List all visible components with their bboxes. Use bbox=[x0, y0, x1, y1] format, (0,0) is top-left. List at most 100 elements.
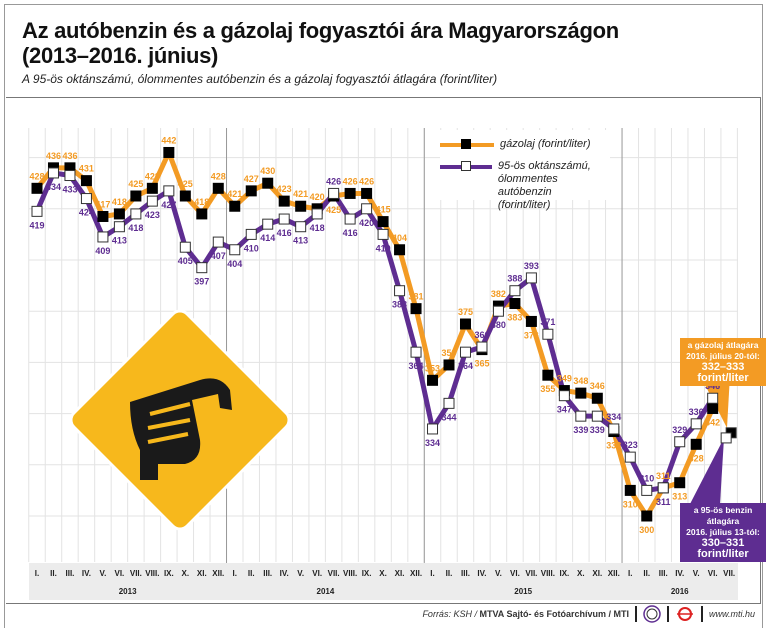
data-label-diesel: 425 bbox=[178, 179, 193, 189]
data-point-petrol bbox=[179, 241, 191, 253]
data-point-petrol bbox=[558, 390, 570, 402]
data-point-diesel bbox=[361, 187, 373, 199]
data-point-diesel bbox=[377, 216, 389, 228]
data-label-diesel: 300 bbox=[639, 525, 654, 535]
data-label-petrol: 366 bbox=[474, 330, 489, 340]
callout-diesel-line3: 332–333 forint/liter bbox=[697, 361, 749, 384]
data-point-diesel bbox=[525, 315, 537, 327]
data-point-petrol bbox=[394, 285, 406, 297]
x-tick-label: IX. bbox=[559, 569, 569, 578]
x-tick-label: VI. bbox=[312, 569, 322, 578]
data-point-petrol bbox=[212, 236, 224, 248]
x-tick-label: II. bbox=[50, 569, 57, 578]
data-point-petrol bbox=[674, 436, 686, 448]
data-label-petrol: 323 bbox=[623, 440, 638, 450]
data-label-diesel: 310 bbox=[623, 499, 638, 509]
footer: Forrás: KSH / MTVA Sajtó- és Fotóarchívu… bbox=[422, 605, 755, 623]
x-tick-label: V. bbox=[297, 569, 304, 578]
data-point-petrol bbox=[163, 185, 175, 197]
data-point-petrol bbox=[707, 392, 719, 404]
estimate-point-petrol bbox=[720, 432, 732, 444]
data-label-diesel: 420 bbox=[310, 192, 325, 202]
x-tick-label: IV. bbox=[280, 569, 289, 578]
data-point-diesel bbox=[80, 175, 92, 187]
x-tick-label: V. bbox=[495, 569, 502, 578]
data-label-petrol: 407 bbox=[211, 251, 226, 261]
data-label-diesel: 342 bbox=[705, 417, 720, 427]
x-tick-label: I. bbox=[35, 569, 39, 578]
x-tick-label: X. bbox=[577, 569, 585, 578]
data-point-petrol bbox=[278, 213, 290, 225]
data-point-petrol bbox=[229, 244, 241, 256]
data-point-petrol bbox=[130, 208, 142, 220]
x-year-label: 2013 bbox=[119, 587, 137, 596]
x-tick-label: III. bbox=[66, 569, 75, 578]
legend-swatch-diesel bbox=[440, 139, 494, 149]
data-point-petrol bbox=[509, 285, 521, 297]
legend-label-diesel: gázolaj (forint/liter) bbox=[500, 138, 591, 150]
callout-petrol-pointer bbox=[690, 438, 724, 504]
data-label-diesel: 418 bbox=[112, 197, 127, 207]
data-point-petrol bbox=[525, 272, 537, 284]
data-label-diesel: 382 bbox=[491, 289, 506, 299]
data-label-diesel: 365 bbox=[474, 359, 489, 369]
data-point-petrol bbox=[47, 167, 59, 179]
data-label-petrol: 329 bbox=[672, 425, 687, 435]
data-point-petrol bbox=[328, 187, 340, 199]
frame bbox=[4, 4, 763, 628]
data-label-petrol: 420 bbox=[359, 218, 374, 228]
data-point-petrol bbox=[146, 195, 158, 207]
data-label-petrol: 434 bbox=[46, 182, 61, 192]
hand-nozzle bbox=[130, 378, 232, 480]
data-label-diesel: 404 bbox=[392, 233, 407, 243]
website-link[interactable]: www.mti.hu bbox=[708, 609, 755, 619]
legend-label-petrol-1: 95-ös oktánszámú, bbox=[497, 160, 591, 172]
data-point-diesel bbox=[179, 190, 191, 202]
x-tick-label: X. bbox=[379, 569, 387, 578]
fuel-nozzle-icon bbox=[69, 309, 291, 531]
data-label-diesel: 328 bbox=[689, 453, 704, 463]
legend-label-petrol-2: ólommentes autóbenzin bbox=[497, 173, 558, 198]
x-year-label: 2016 bbox=[671, 587, 689, 596]
x-tick-label: XI. bbox=[395, 569, 405, 578]
x-axis-band bbox=[29, 563, 738, 600]
legend-item-diesel: gázolaj (forint/liter) bbox=[440, 138, 590, 151]
data-point-petrol bbox=[196, 262, 208, 274]
data-label-diesel: 436 bbox=[62, 151, 77, 161]
data-point-petrol bbox=[641, 484, 653, 496]
data-point-petrol bbox=[113, 221, 125, 233]
callout-petrol-line3: 330–331 forint/liter bbox=[697, 537, 749, 560]
data-point-petrol bbox=[443, 397, 455, 409]
data-point-diesel bbox=[146, 182, 158, 194]
source-bold: MTVA Sajtó- és Fotóarchívum / MTI bbox=[479, 609, 629, 619]
data-label-diesel: 376 bbox=[524, 330, 539, 340]
x-tick-label: II. bbox=[446, 569, 453, 578]
data-point-petrol bbox=[245, 228, 257, 240]
data-label-petrol: 405 bbox=[178, 256, 193, 266]
title-line-1: Az autóbenzin és a gázolaj fogyasztói ár… bbox=[22, 18, 619, 43]
callout-diesel-july: a gázolaj átlagára 2016. július 20-tól: … bbox=[680, 338, 766, 386]
data-label-diesel: 418 bbox=[194, 197, 209, 207]
x-tick-label: VIII. bbox=[343, 569, 357, 578]
data-point-petrol bbox=[476, 341, 488, 353]
data-label-petrol: 393 bbox=[524, 261, 539, 271]
data-label-petrol: 397 bbox=[194, 277, 209, 287]
data-label-petrol: 344 bbox=[441, 412, 456, 422]
data-label-petrol: 311 bbox=[656, 497, 671, 507]
data-point-petrol bbox=[492, 305, 504, 317]
data-point-petrol bbox=[410, 346, 422, 358]
data-point-diesel bbox=[641, 510, 653, 522]
x-tick-label: XII. bbox=[212, 569, 224, 578]
data-point-diesel bbox=[31, 182, 43, 194]
data-point-diesel bbox=[575, 387, 587, 399]
data-label-diesel: 383 bbox=[507, 313, 522, 323]
callout-petrol-line2: 2016. július 13-tól: bbox=[686, 527, 760, 537]
data-label-diesel: 428 bbox=[145, 171, 160, 181]
data-label-petrol: 423 bbox=[145, 210, 160, 220]
data-label-diesel: 442 bbox=[161, 135, 176, 145]
data-label-diesel: 349 bbox=[557, 374, 572, 384]
data-point-diesel bbox=[707, 402, 719, 414]
data-point-diesel bbox=[212, 182, 224, 194]
data-label-petrol: 364 bbox=[409, 361, 424, 371]
